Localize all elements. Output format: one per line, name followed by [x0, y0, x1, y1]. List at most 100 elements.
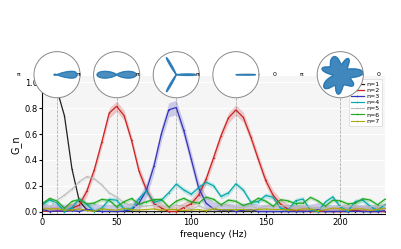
n=6 [256, 197, 261, 200]
n=2 [360, 210, 365, 213]
n=6 [114, 205, 119, 208]
n=4 [122, 207, 126, 210]
n=6 [85, 202, 89, 205]
n=6 [278, 198, 283, 201]
n=5 [271, 205, 275, 208]
n=1 [159, 210, 164, 213]
n=3 [181, 129, 186, 132]
n=2 [233, 109, 238, 112]
n=1 [137, 210, 142, 213]
n=2 [368, 210, 373, 213]
n=3 [256, 210, 261, 213]
n=4 [47, 198, 52, 201]
n=5 [181, 204, 186, 207]
Line: n=3: n=3 [41, 107, 386, 212]
n=2 [189, 202, 194, 205]
n=5 [256, 207, 261, 210]
n=6 [323, 205, 328, 208]
n=6 [77, 198, 82, 201]
n=7 [233, 208, 238, 211]
n=6 [360, 197, 365, 200]
n=5 [174, 204, 179, 207]
n=4 [129, 207, 134, 210]
n=2 [55, 210, 59, 213]
n=5 [114, 196, 119, 199]
n=4 [293, 199, 298, 202]
n=4 [278, 207, 283, 210]
n=7 [211, 207, 216, 210]
n=6 [152, 198, 156, 201]
n=6 [233, 200, 238, 203]
n=4 [323, 200, 328, 203]
n=7 [85, 209, 89, 212]
n=6 [263, 200, 268, 203]
n=7 [375, 208, 380, 211]
n=5 [248, 204, 253, 207]
n=5 [189, 208, 194, 211]
n=5 [360, 206, 365, 209]
n=4 [211, 184, 216, 187]
n=6 [129, 197, 134, 200]
n=7 [137, 208, 142, 211]
n=5 [77, 180, 82, 183]
n=7 [99, 207, 104, 210]
n=4 [248, 201, 253, 204]
n=2 [85, 190, 89, 193]
n=2 [316, 210, 320, 213]
n=2 [204, 178, 209, 181]
n=4 [62, 210, 67, 213]
n=7 [152, 207, 156, 210]
n=2 [47, 210, 52, 213]
n=6 [368, 198, 373, 201]
n=3 [77, 210, 82, 213]
n=7 [69, 208, 74, 211]
n=7 [189, 208, 194, 211]
n=6 [211, 198, 216, 201]
n=4 [166, 191, 171, 194]
n=5 [308, 205, 313, 208]
n=7 [316, 209, 320, 212]
n=4 [85, 203, 89, 206]
n=6 [301, 202, 306, 205]
n=7 [144, 208, 149, 211]
n=3 [375, 210, 380, 213]
n=5 [301, 205, 306, 208]
n=2 [323, 210, 328, 213]
n=5 [137, 206, 142, 209]
n=7 [204, 209, 209, 212]
n=1 [286, 210, 290, 213]
n=5 [99, 183, 104, 186]
n=4 [241, 188, 246, 191]
n=3 [174, 106, 179, 109]
n=6 [189, 200, 194, 203]
n=7 [166, 208, 171, 211]
n=6 [345, 202, 350, 205]
n=1 [278, 210, 283, 213]
n=5 [293, 206, 298, 209]
n=3 [271, 210, 275, 213]
n=2 [293, 209, 298, 212]
n=6 [338, 199, 342, 202]
n=4 [271, 196, 275, 199]
n=1 [383, 210, 387, 213]
n=6 [181, 197, 186, 200]
n=6 [69, 200, 74, 203]
n=1 [301, 210, 306, 213]
n=7 [286, 208, 290, 211]
Line: n=1: n=1 [41, 82, 386, 212]
n=7 [330, 207, 335, 210]
n=7 [174, 208, 179, 211]
n=7 [271, 208, 275, 211]
n=2 [226, 116, 231, 119]
Polygon shape [166, 58, 196, 92]
n=4 [226, 191, 231, 194]
n=7 [196, 208, 201, 211]
n=2 [241, 116, 246, 119]
n=6 [40, 202, 45, 205]
n=3 [248, 208, 253, 211]
n=1 [77, 200, 82, 203]
n=1 [330, 210, 335, 213]
n=2 [353, 209, 358, 212]
n=4 [181, 188, 186, 191]
n=1 [196, 210, 201, 213]
